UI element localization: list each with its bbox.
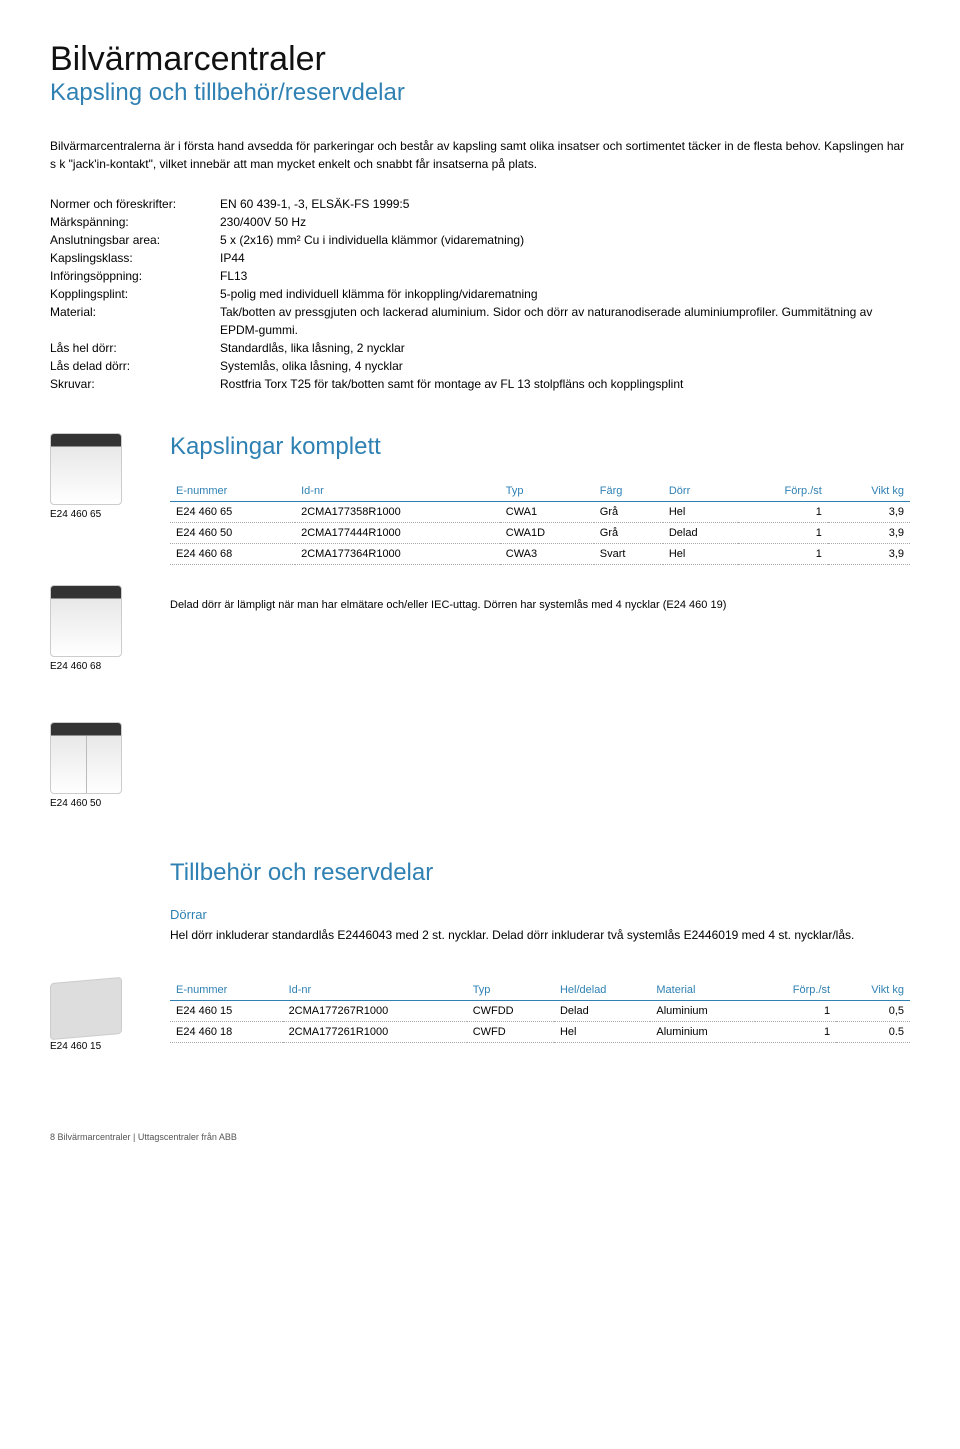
table-cell: 3,9 bbox=[828, 502, 910, 523]
table-cell: 1 bbox=[738, 502, 828, 523]
spec-label: Normer och föreskrifter: bbox=[50, 195, 220, 213]
col-header: Material bbox=[650, 980, 754, 1001]
spec-label: Anslutningsbar area: bbox=[50, 231, 220, 249]
sub-heading-dorrar: Dörrar bbox=[170, 907, 910, 922]
spec-value: Systemlås, olika låsning, 4 nycklar bbox=[220, 357, 403, 375]
table-cell: Hel bbox=[663, 544, 738, 565]
table-cell: Delad bbox=[554, 1001, 650, 1022]
product-thumb bbox=[50, 722, 122, 794]
table-cell: 1 bbox=[738, 544, 828, 565]
col-header: Förp./st bbox=[738, 481, 828, 502]
spec-label: Skruvar: bbox=[50, 375, 220, 393]
table-cell: Hel bbox=[663, 502, 738, 523]
spec-value: EN 60 439-1, -3, ELSÄK-FS 1999:5 bbox=[220, 195, 409, 213]
table-cell: E24 460 68 bbox=[170, 544, 295, 565]
spec-label: Material: bbox=[50, 303, 220, 339]
table-cell: 2CMA177358R1000 bbox=[295, 502, 500, 523]
spec-value: IP44 bbox=[220, 249, 245, 267]
col-header: Förp./st bbox=[755, 980, 836, 1001]
section-title-kapslingar: Kapslingar komplett bbox=[170, 433, 910, 461]
table-cell: E24 460 50 bbox=[170, 523, 295, 544]
table-cell: 0,5 bbox=[836, 1001, 910, 1022]
tillbehor-table: E-nummerId-nrTypHel/deladMaterialFörp./s… bbox=[170, 980, 910, 1043]
table-row: E24 460 652CMA177358R1000CWA1GråHel13,9 bbox=[170, 502, 910, 523]
thumb-caption: E24 460 68 bbox=[50, 661, 170, 672]
table-row: E24 460 682CMA177364R1000CWA3SvartHel13,… bbox=[170, 544, 910, 565]
spec-list: Normer och föreskrifter:EN 60 439-1, -3,… bbox=[50, 195, 910, 393]
product-thumb bbox=[50, 585, 122, 657]
table-cell: E24 460 15 bbox=[170, 1001, 283, 1022]
product-thumb bbox=[50, 433, 122, 505]
section-title-tillbehor: Tillbehör och reservdelar bbox=[170, 859, 910, 887]
spec-value: 5-polig med individuell klämma för inkop… bbox=[220, 285, 538, 303]
sub-text-dorrar: Hel dörr inkluderar standardlås E2446043… bbox=[170, 926, 910, 944]
section-note: Delad dörr är lämpligt när man har elmät… bbox=[170, 599, 910, 611]
table-cell: CWFD bbox=[467, 1022, 554, 1043]
table-cell: 2CMA177267R1000 bbox=[283, 1001, 467, 1022]
intro-text: Bilvärmarcentralerna är i första hand av… bbox=[50, 137, 910, 173]
thumb-caption: E24 460 50 bbox=[50, 798, 170, 809]
table-cell: 2CMA177261R1000 bbox=[283, 1022, 467, 1043]
col-header: Vikt kg bbox=[828, 481, 910, 502]
spec-label: Märkspänning: bbox=[50, 213, 220, 231]
spec-label: Kapslingsklass: bbox=[50, 249, 220, 267]
table-row: E24 460 182CMA177261R1000CWFDHelAluminiu… bbox=[170, 1022, 910, 1043]
col-header: Färg bbox=[594, 481, 663, 502]
col-header: Dörr bbox=[663, 481, 738, 502]
table-cell: Aluminium bbox=[650, 1001, 754, 1022]
col-header: Id-nr bbox=[283, 980, 467, 1001]
table-cell: CWA1 bbox=[500, 502, 594, 523]
col-header: Hel/delad bbox=[554, 980, 650, 1001]
col-header: Vikt kg bbox=[836, 980, 910, 1001]
table-cell: CWA1D bbox=[500, 523, 594, 544]
col-header: E-nummer bbox=[170, 980, 283, 1001]
table-cell: Delad bbox=[663, 523, 738, 544]
table-cell: Grå bbox=[594, 502, 663, 523]
table-cell: Grå bbox=[594, 523, 663, 544]
spec-label: Införingsöppning: bbox=[50, 267, 220, 285]
spec-value: 5 x (2x16) mm² Cu i individuella klämmor… bbox=[220, 231, 524, 249]
table-cell: 2CMA177364R1000 bbox=[295, 544, 500, 565]
thumb-caption: E24 460 65 bbox=[50, 509, 170, 520]
col-header: Typ bbox=[500, 481, 594, 502]
table-cell: E24 460 18 bbox=[170, 1022, 283, 1043]
spec-value: Rostfria Torx T25 för tak/botten samt fö… bbox=[220, 375, 683, 393]
spec-value: 230/400V 50 Hz bbox=[220, 213, 306, 231]
product-thumb bbox=[50, 977, 122, 1040]
table-cell: 2CMA177444R1000 bbox=[295, 523, 500, 544]
table-cell: Svart bbox=[594, 544, 663, 565]
spec-label: Lås hel dörr: bbox=[50, 339, 220, 357]
page-subtitle: Kapsling och tillbehör/reservdelar bbox=[50, 79, 910, 107]
table-cell: 1 bbox=[738, 523, 828, 544]
spec-value: FL13 bbox=[220, 267, 247, 285]
table-cell: 0.5 bbox=[836, 1022, 910, 1043]
page-footer: 8 Bilvärmarcentraler | Uttagscentraler f… bbox=[50, 1132, 910, 1142]
page-title: Bilvärmarcentraler bbox=[50, 40, 910, 79]
table-cell: CWFDD bbox=[467, 1001, 554, 1022]
col-header: E-nummer bbox=[170, 481, 295, 502]
table-cell: CWA3 bbox=[500, 544, 594, 565]
thumb-caption: E24 460 15 bbox=[50, 1041, 170, 1052]
table-cell: 3,9 bbox=[828, 544, 910, 565]
table-cell: 1 bbox=[755, 1022, 836, 1043]
table-cell: E24 460 65 bbox=[170, 502, 295, 523]
table-cell: 3,9 bbox=[828, 523, 910, 544]
spec-value: Standardlås, lika låsning, 2 nycklar bbox=[220, 339, 405, 357]
table-cell: 1 bbox=[755, 1001, 836, 1022]
spec-value: Tak/botten av pressgjuten och lackerad a… bbox=[220, 303, 910, 339]
spec-label: Kopplingsplint: bbox=[50, 285, 220, 303]
col-header: Id-nr bbox=[295, 481, 500, 502]
col-header: Typ bbox=[467, 980, 554, 1001]
kapslingar-table: E-nummerId-nrTypFärgDörrFörp./stVikt kg … bbox=[170, 481, 910, 565]
spec-label: Lås delad dörr: bbox=[50, 357, 220, 375]
table-row: E24 460 502CMA177444R1000CWA1DGråDelad13… bbox=[170, 523, 910, 544]
table-row: E24 460 152CMA177267R1000CWFDDDeladAlumi… bbox=[170, 1001, 910, 1022]
table-cell: Hel bbox=[554, 1022, 650, 1043]
table-cell: Aluminium bbox=[650, 1022, 754, 1043]
